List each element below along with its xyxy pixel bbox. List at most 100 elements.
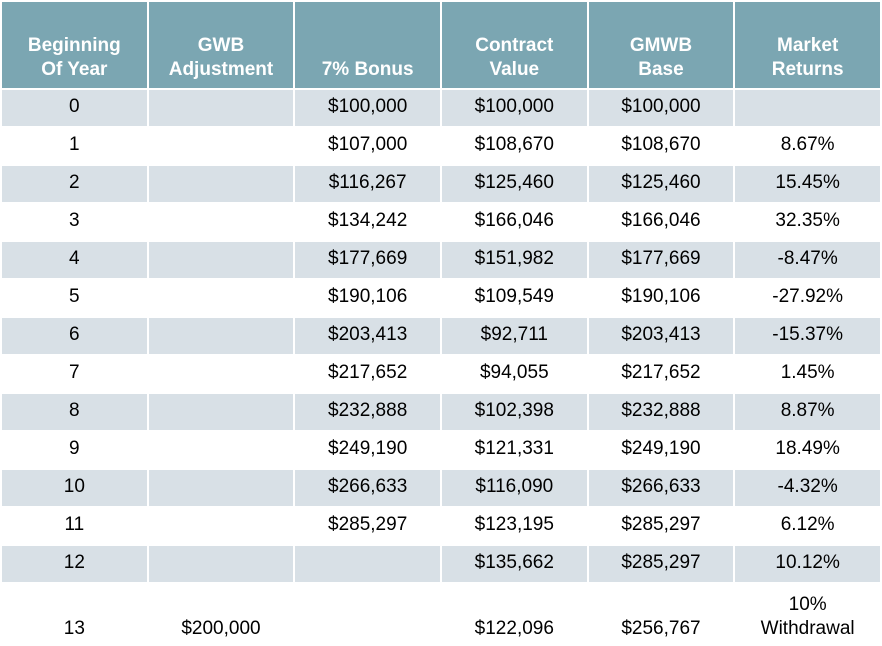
table-cell: 4: [0, 240, 149, 280]
table-cell: $122,096: [439, 582, 589, 646]
table-cell: $116,090: [439, 468, 589, 508]
table-row: 11 $285,297 $123,195 $285,297 6.12%: [0, 506, 882, 546]
table-cell: 8: [0, 392, 149, 432]
table-cell: 10.12%: [733, 544, 882, 584]
table-cell: $232,888: [293, 392, 442, 432]
empty-cell: [293, 582, 442, 646]
table-cell: $249,190: [293, 430, 442, 470]
table-cell: 15.45%: [733, 164, 882, 204]
table-cell: 0: [0, 88, 149, 128]
empty-cell: [146, 126, 296, 166]
table-cell: -27.92%: [733, 278, 882, 318]
table-cell: $166,046: [586, 202, 736, 242]
table-row: 2 $116,267 $125,460 $125,460 15.45%: [0, 164, 882, 204]
table-row: 7 $217,652 $94,055 $217,652 1.45%: [0, 354, 882, 394]
empty-cell: [146, 202, 296, 242]
table-cell: $203,413: [586, 316, 736, 356]
table-cell: $92,711: [439, 316, 589, 356]
table-cell: $285,297: [586, 506, 736, 546]
empty-cell: [146, 506, 296, 546]
table-cell: 10: [0, 468, 149, 508]
empty-cell: [146, 468, 296, 508]
table-row: 10 $266,633 $116,090 $266,633 -4.32%: [0, 468, 882, 508]
table-cell: 6.12%: [733, 506, 882, 546]
table-cell: 1.45%: [733, 354, 882, 394]
empty-cell: [733, 88, 882, 128]
table-row: 4 $177,669 $151,982 $177,669 -8.47%: [0, 240, 882, 280]
table-cell: 6: [0, 316, 149, 356]
table-row: 12 $135,662 $285,297 10.12%: [0, 544, 882, 584]
table-cell: $108,670: [439, 126, 589, 166]
table-cell: $203,413: [293, 316, 442, 356]
table-row: 1 $107,000 $108,670 $108,670 8.67%: [0, 126, 882, 166]
table-cell: $166,046: [439, 202, 589, 242]
table-cell: $121,331: [439, 430, 589, 470]
table-cell: $100,000: [439, 88, 589, 128]
table-cell: $107,000: [293, 126, 442, 166]
table-cell: 3: [0, 202, 149, 242]
table-cell: $285,297: [293, 506, 442, 546]
table-cell: $100,000: [586, 88, 736, 128]
table-cell: -4.32%: [733, 468, 882, 508]
table-cell: 13: [0, 582, 149, 646]
table-cell: $190,106: [586, 278, 736, 318]
table-cell: $123,195: [439, 506, 589, 546]
table-cell: $249,190: [586, 430, 736, 470]
table-cell: $266,633: [586, 468, 736, 508]
table-cell: $177,669: [586, 240, 736, 280]
table-cell: 1: [0, 126, 149, 166]
table-cell: 9: [0, 430, 149, 470]
table-cell: 7: [0, 354, 149, 394]
table-cell: $217,652: [586, 354, 736, 394]
header-cell: 7% Bonus: [293, 0, 442, 90]
table-cell: $217,652: [293, 354, 442, 394]
empty-cell: [146, 430, 296, 470]
table-cell: 11: [0, 506, 149, 546]
empty-cell: [146, 544, 296, 584]
table-cell: 12: [0, 544, 149, 584]
table-cell: $125,460: [439, 164, 589, 204]
header-cell: Contract Value: [439, 0, 589, 90]
table-cell: $151,982: [439, 240, 589, 280]
table-cell: 2: [0, 164, 149, 204]
table-cell: $256,767: [586, 582, 736, 646]
table-cell: 10% Withdrawal: [733, 582, 882, 646]
table-cell: $266,633: [293, 468, 442, 508]
empty-cell: [146, 88, 296, 128]
table-cell: $100,000: [293, 88, 442, 128]
table-cell: 8.67%: [733, 126, 882, 166]
table-cell: $102,398: [439, 392, 589, 432]
table-row: 6 $203,413 $92,711 $203,413 -15.37%: [0, 316, 882, 356]
header-row: Beginning Of Year GWB Adjustment 7% Bonus C…: [0, 0, 882, 90]
table-cell: $200,000: [146, 582, 296, 646]
header-cell: Beginning Of Year: [0, 0, 149, 90]
header-cell: GMWB Base: [586, 0, 736, 90]
table-cell: $116,267: [293, 164, 442, 204]
table-body: 0 $100,000 $100,000 $100,000 1 $107,000 $108,6…: [0, 88, 882, 646]
table-row: 0 $100,000 $100,000 $100,000: [0, 88, 882, 128]
empty-cell: [146, 164, 296, 204]
table-cell: $177,669: [293, 240, 442, 280]
header-cell: Market Returns: [733, 0, 882, 90]
table-cell: $134,242: [293, 202, 442, 242]
empty-cell: [293, 544, 442, 584]
table-row: 9 $249,190 $121,331 $249,190 18.49%: [0, 430, 882, 470]
empty-cell: [146, 354, 296, 394]
empty-cell: [146, 392, 296, 432]
table-row: 13 $200,000 $122,096 $256,767 10% Withdrawal: [0, 582, 882, 646]
table-cell: 5: [0, 278, 149, 318]
table-cell: $125,460: [586, 164, 736, 204]
table-cell: -15.37%: [733, 316, 882, 356]
table-cell: $109,549: [439, 278, 589, 318]
table-row: 8 $232,888 $102,398 $232,888 8.87%: [0, 392, 882, 432]
empty-cell: [146, 240, 296, 280]
table-cell: -8.47%: [733, 240, 882, 280]
table-cell: $135,662: [439, 544, 589, 584]
table-cell: $285,297: [586, 544, 736, 584]
table-cell: $232,888: [586, 392, 736, 432]
table-row: 5 $190,106 $109,549 $190,106 -27.92%: [0, 278, 882, 318]
header-cell: GWB Adjustment: [146, 0, 296, 90]
table-cell: $190,106: [293, 278, 442, 318]
